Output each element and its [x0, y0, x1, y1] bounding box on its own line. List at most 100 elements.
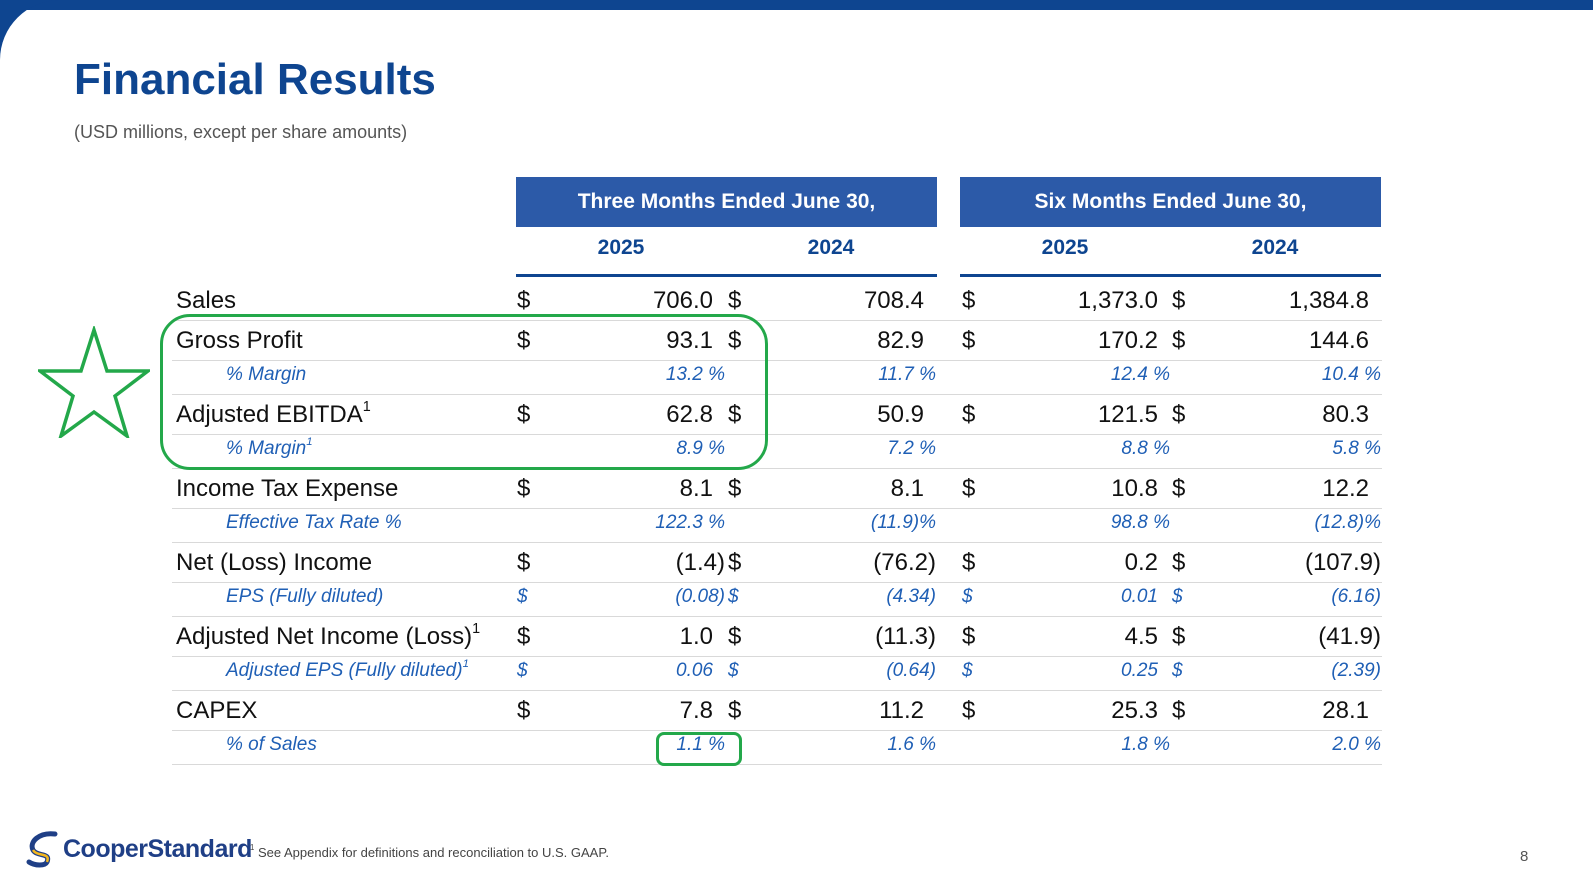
cell-value: 706.0 [652, 287, 713, 314]
cell-value: 0.25 [1121, 660, 1158, 681]
header-divider [960, 274, 1381, 277]
cell-value: (4.34) [886, 586, 936, 607]
header-divider [516, 274, 937, 277]
row-label: Net (Loss) Income [176, 549, 373, 576]
table-row: Adjusted EPS (Fully diluted)1 $0.06 $ (0.64… [172, 656, 1382, 691]
cell-value: 1,384.8 [1288, 287, 1369, 314]
corner-accent [0, 0, 60, 60]
currency-symbol: $ [1172, 549, 1186, 576]
cell-value: 1,373.0 [1077, 287, 1158, 314]
star-outline-icon [38, 326, 150, 438]
cell-value: 10.8 [1111, 475, 1158, 502]
cell-value: 11.7 % [878, 364, 936, 385]
year-header: 2025 [597, 236, 645, 259]
year-header: 2024 [807, 236, 855, 259]
currency-symbol: $ [962, 475, 976, 502]
table-row: Net (Loss) Income $ (1.4) $ (76.2) $0.2 $ (107.… [172, 542, 1382, 583]
cell-value: 5.8 % [1332, 438, 1381, 459]
currency-symbol: $ [728, 475, 742, 502]
row-label: Adjusted EPS (Fully diluted)1 [226, 658, 469, 681]
header-three-months: Three Months Ended June 30, [516, 177, 937, 227]
highlight-box [656, 732, 742, 766]
cell-value: (12.8)% [1314, 512, 1381, 533]
header-six-months: Six Months Ended June 30, [960, 177, 1381, 227]
cell-value: (1.4) [675, 549, 725, 576]
currency-symbol: $ [1172, 401, 1186, 428]
row-label: Income Tax Expense [176, 475, 399, 502]
cell-value: (6.16) [1331, 586, 1381, 607]
logo-text: CooperStandard [63, 834, 252, 863]
cell-value: 62.8 [666, 401, 713, 428]
cell-value: 1.1 % [676, 734, 725, 755]
table-row: Adjusted Net Income (Loss)1 $1.0 $ (11.3) $4… [172, 616, 1382, 657]
currency-symbol: $ [517, 697, 531, 724]
cell-value: 93.1 [666, 327, 713, 354]
currency-symbol: $ [1172, 475, 1186, 502]
table-row: % of Sales 1.1 % 1.6 % 1.8 % 2.0 % [172, 730, 1382, 765]
row-label: Effective Tax Rate % [226, 512, 402, 533]
cell-value: 122.3 % [655, 512, 725, 533]
row-label: Adjusted EBITDA1 [176, 399, 371, 428]
row-label: Gross Profit [176, 327, 303, 354]
cell-value: 8.9 % [676, 438, 725, 459]
company-logo: CooperStandard [25, 830, 252, 868]
currency-symbol: $ [728, 697, 742, 724]
year-header: 2025 [1041, 236, 1089, 259]
currency-symbol: $ [962, 660, 973, 681]
cell-value: (0.08) [675, 586, 725, 607]
row-label: EPS (Fully diluted) [226, 586, 384, 607]
currency-symbol: $ [517, 586, 528, 607]
currency-symbol: $ [517, 327, 531, 354]
row-label: % Margin [226, 364, 307, 385]
cell-value: 2.0 % [1332, 734, 1381, 755]
cell-value: (107.9) [1304, 549, 1381, 576]
cell-value: 7.8 [679, 697, 713, 724]
currency-symbol: $ [1172, 287, 1186, 314]
page-subtitle: (USD millions, except per share amounts) [74, 122, 408, 142]
currency-symbol: $ [517, 287, 531, 314]
currency-symbol: $ [728, 586, 739, 607]
currency-symbol: $ [1172, 660, 1183, 681]
year-header: 2024 [1251, 236, 1299, 259]
cell-value: 0.2 [1124, 549, 1158, 576]
row-label: Sales [176, 287, 237, 314]
currency-symbol: $ [517, 549, 531, 576]
cell-value: 1.6 % [887, 734, 936, 755]
highlight-ellipse [160, 314, 768, 470]
cell-value: 80.3 [1322, 401, 1369, 428]
logo-swoosh-icon [26, 831, 58, 868]
currency-symbol: $ [517, 623, 531, 650]
currency-symbol: $ [728, 549, 742, 576]
cell-value: (11.9)% [870, 512, 936, 533]
table-row: Income Tax Expense $8.1 $8.1 $10.8 $12.2 [172, 468, 1382, 509]
cell-value: 98.8 % [1110, 512, 1170, 533]
row-label: % of Sales [226, 734, 317, 755]
cell-value: 8.1 [890, 475, 924, 502]
currency-symbol: $ [1172, 697, 1186, 724]
table-row: Gross Profit $93.1 $82.9 $170.2 $144.6 [172, 320, 1382, 361]
cell-value: 8.8 % [1121, 438, 1170, 459]
table-row: CAPEX $7.8 $11.2 $25.3 $28.1 [172, 690, 1382, 731]
cell-value: (11.3) [875, 623, 936, 650]
currency-symbol: $ [1172, 327, 1186, 354]
currency-symbol: $ [962, 586, 973, 607]
currency-symbol: $ [962, 623, 976, 650]
currency-symbol: $ [962, 549, 976, 576]
cell-value: 1.8 % [1121, 734, 1170, 755]
currency-symbol: $ [728, 401, 742, 428]
cell-value: 708.4 [863, 287, 924, 314]
currency-symbol: $ [1172, 586, 1183, 607]
table-row: % Margin1 8.9 % 7.2 % 8.8 % 5.8 % [172, 434, 1382, 469]
footnote: 1 See Appendix for definitions and recon… [250, 843, 609, 860]
table-row: EPS (Fully diluted) $ (0.08) $ (4.34) $0.01 $(… [172, 582, 1382, 617]
cell-value: 4.5 [1124, 623, 1158, 650]
cell-value: (41.9) [1318, 623, 1381, 650]
currency-symbol: $ [962, 401, 976, 428]
table-row: % Margin 13.2 % 11.7 % 12.4 % 10.4 % [172, 360, 1382, 395]
cell-value: 0.01 [1121, 586, 1158, 607]
cell-value: 50.9 [877, 401, 924, 428]
cell-value: 13.2 % [665, 364, 725, 385]
currency-symbol: $ [517, 475, 531, 502]
currency-symbol: $ [728, 623, 742, 650]
row-label: % Margin1 [226, 436, 313, 459]
